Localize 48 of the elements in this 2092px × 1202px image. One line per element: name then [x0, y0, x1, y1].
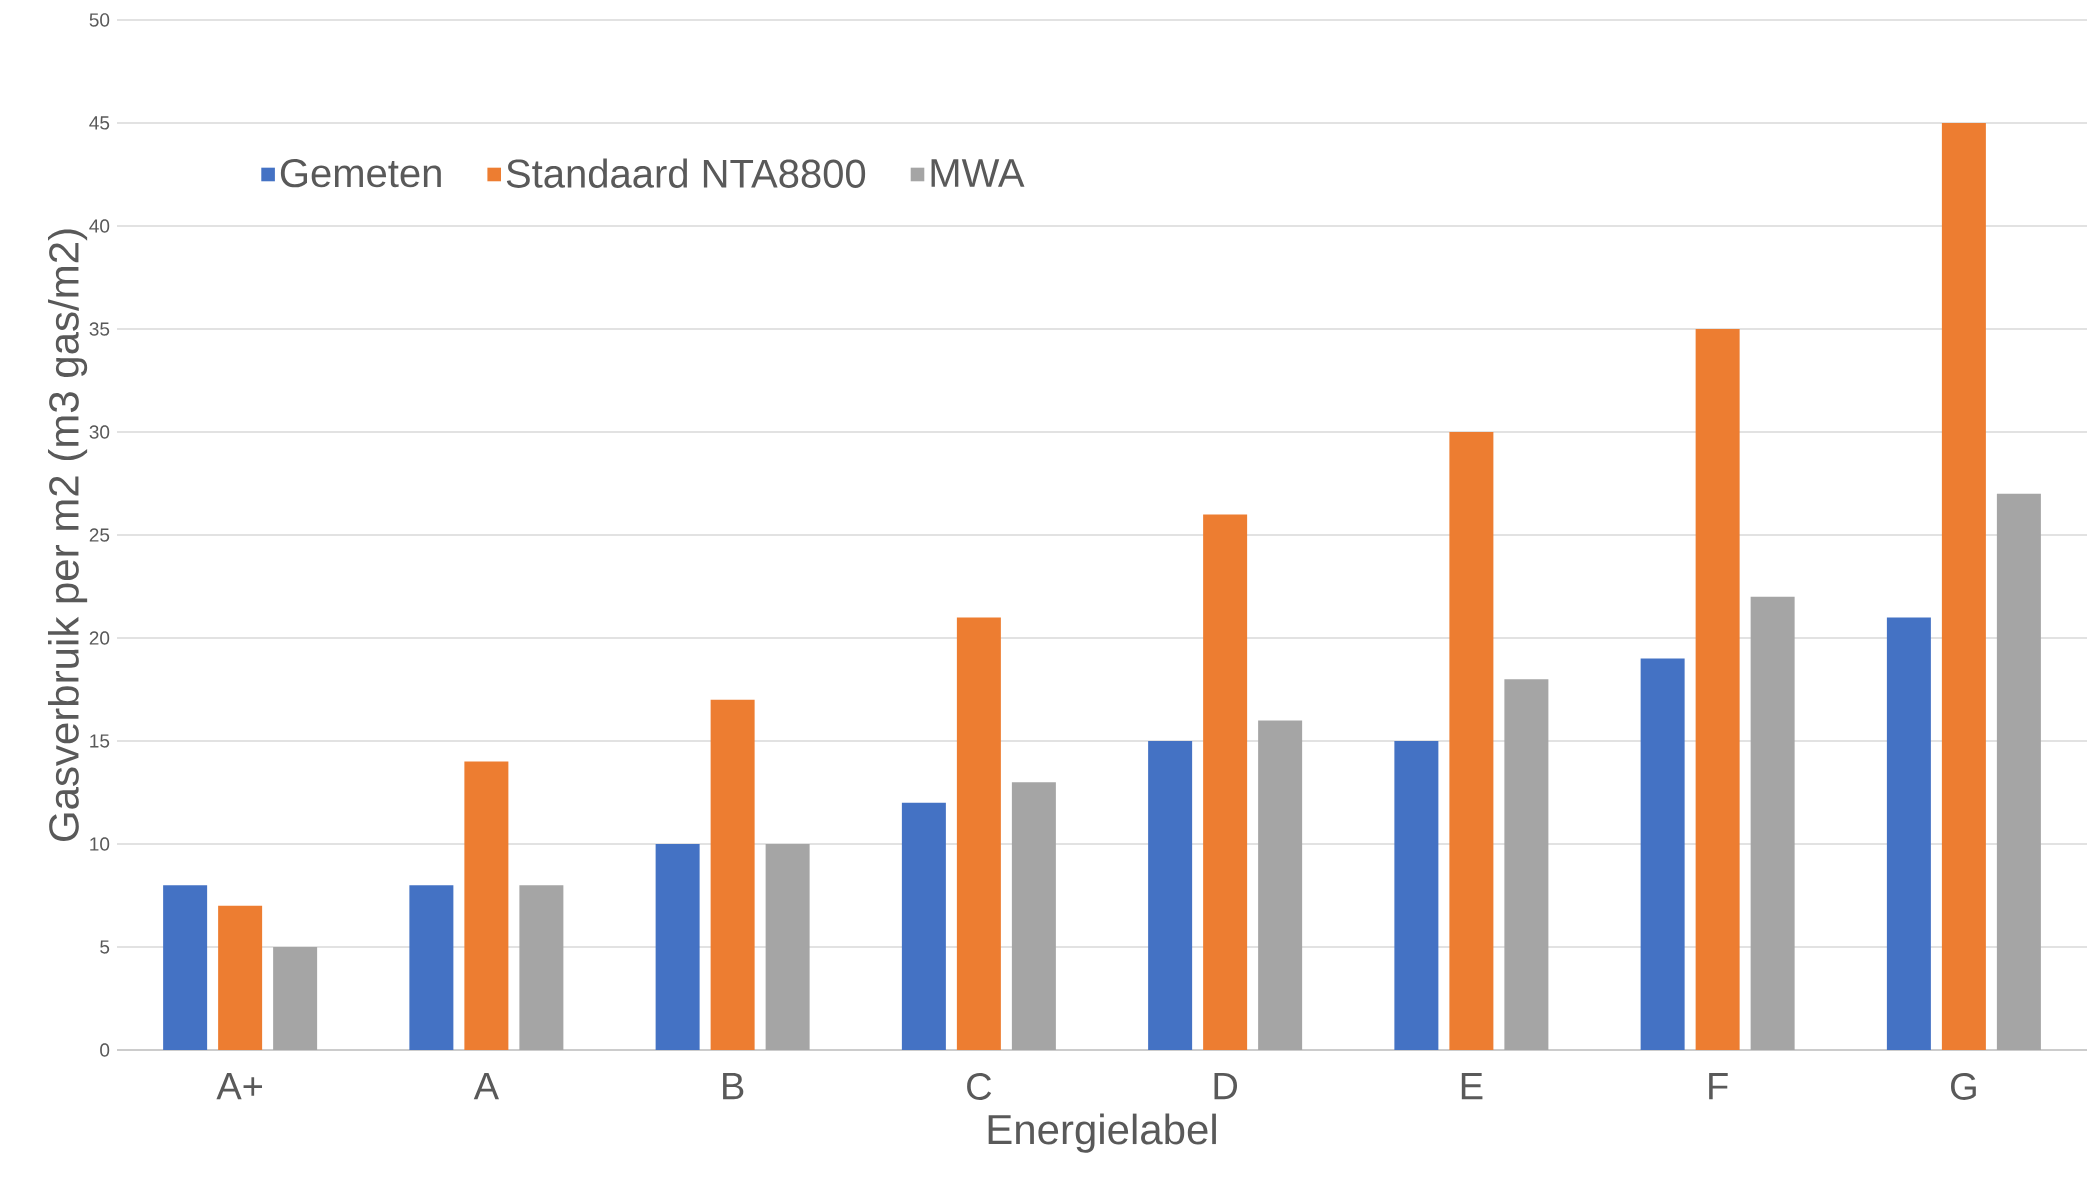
bar — [1640, 658, 1685, 1050]
y-tick-label: 0 — [100, 1043, 110, 1057]
bar — [409, 885, 454, 1050]
x-tick-label: B — [723, 1073, 744, 1100]
legend-label: MWA — [931, 159, 1025, 187]
bar — [1886, 617, 1931, 1050]
y-tick-label: 40 — [89, 219, 110, 233]
bar — [1996, 493, 2041, 1050]
y-tick-label: 15 — [90, 734, 110, 748]
bar — [1504, 679, 1549, 1050]
x-tick-label: G — [1951, 1073, 1976, 1100]
bar — [1394, 741, 1439, 1050]
x-tick-label: F — [1709, 1073, 1728, 1100]
legend-label: Standaard NTA8800 — [506, 158, 866, 188]
bar — [710, 699, 755, 1050]
bar — [901, 802, 946, 1050]
y-tick-label: 30 — [89, 425, 110, 439]
x-tick-label: A+ — [216, 1073, 263, 1100]
bar — [655, 844, 700, 1050]
y-tick-label: 10 — [90, 837, 110, 851]
bar — [765, 844, 810, 1050]
y-tick-label: 50 — [89, 13, 110, 27]
bar — [519, 885, 564, 1050]
bar — [1449, 431, 1494, 1050]
legend-label: Gemeten — [280, 159, 441, 188]
y-tick-label: 25 — [89, 528, 110, 542]
x-tick-label: C — [967, 1073, 992, 1100]
y-tick-label: 45 — [89, 116, 110, 130]
y-axis-title: Gasverbruik per m2 (m3 gas/m2) — [47, 229, 88, 841]
y-tick-label: 20 — [89, 631, 110, 645]
bar — [163, 885, 208, 1050]
bar — [1148, 741, 1193, 1050]
x-tick-label: D — [1214, 1073, 1238, 1100]
x-tick-label: A — [473, 1073, 499, 1100]
x-tick-label: E — [1461, 1073, 1483, 1100]
y-tick-label: 35 — [89, 322, 110, 336]
bar — [1258, 720, 1303, 1050]
bar — [1750, 596, 1795, 1050]
bar — [1203, 514, 1248, 1050]
bar — [956, 617, 1001, 1050]
x-axis-title: Energielabel — [988, 1113, 1216, 1153]
bar — [218, 905, 263, 1050]
bar — [1011, 782, 1056, 1050]
bar — [464, 761, 509, 1050]
bar — [273, 947, 318, 1050]
y-tick-label: 5 — [100, 940, 110, 954]
bar — [1695, 328, 1740, 1050]
bar — [1941, 122, 1986, 1050]
